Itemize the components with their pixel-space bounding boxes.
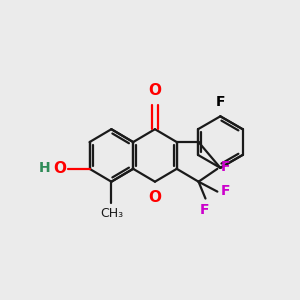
Text: F: F [216,95,225,110]
Text: H: H [38,161,50,175]
Text: F: F [220,184,230,198]
Text: F: F [220,160,230,174]
Text: O: O [148,83,161,98]
Text: F: F [200,203,209,218]
Text: O: O [148,190,161,205]
Text: CH₃: CH₃ [100,208,123,220]
Text: O: O [53,161,66,176]
